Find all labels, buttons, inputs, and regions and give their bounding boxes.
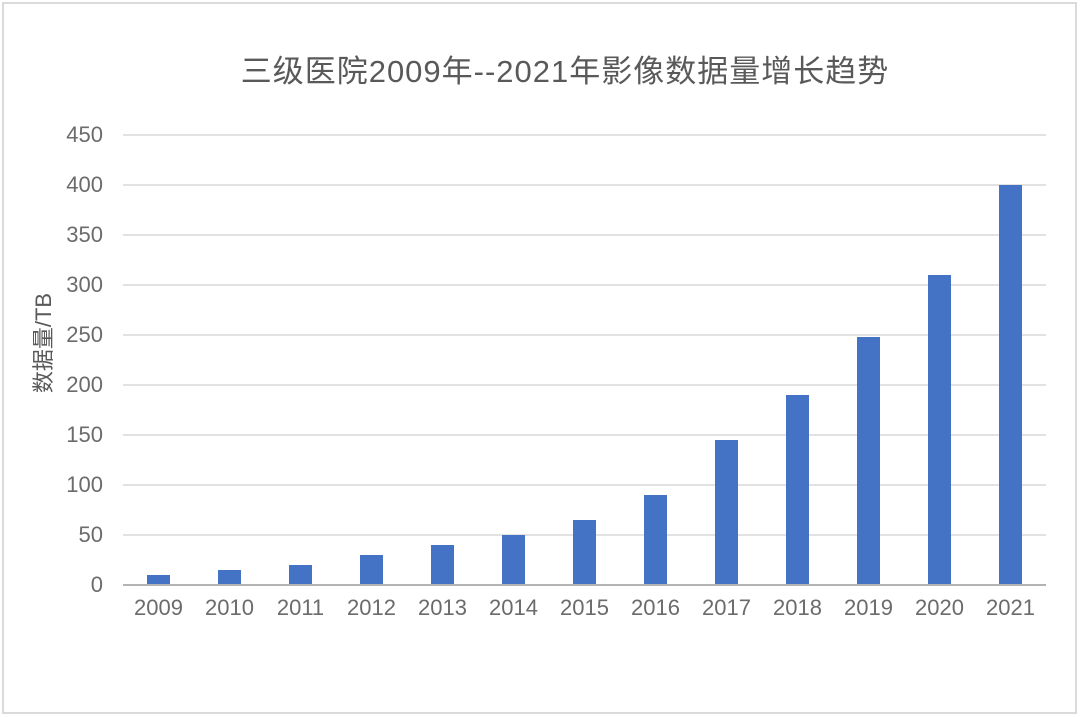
x-tick-label-2011: 2011 bbox=[276, 595, 325, 620]
bar-2019 bbox=[857, 337, 880, 585]
chart-title: 三级医院2009年--2021年影像数据量增长趋势 bbox=[240, 54, 890, 89]
gridline-450 bbox=[123, 134, 1046, 136]
bar-2012 bbox=[360, 555, 383, 585]
bar-2011 bbox=[289, 565, 312, 585]
gridline-150 bbox=[123, 434, 1046, 436]
y-axis-tick-labels: 0 50 100 150 200 250 300 350 400 450 bbox=[0, 0, 103, 717]
y-tick-label-200: 200 bbox=[66, 372, 103, 397]
bar-2017 bbox=[715, 440, 738, 585]
y-tick-label-300: 300 bbox=[66, 272, 103, 297]
gridline-200 bbox=[123, 384, 1046, 386]
gridline-300 bbox=[123, 284, 1046, 286]
gridline-400 bbox=[123, 184, 1046, 186]
y-tick-label-250: 250 bbox=[66, 322, 103, 347]
x-tick-label-2010: 2010 bbox=[205, 595, 254, 620]
x-tick-label-2012: 2012 bbox=[347, 595, 396, 620]
x-tick-label-2009: 2009 bbox=[134, 595, 183, 620]
bar-2020 bbox=[928, 275, 951, 585]
y-tick-label-400: 400 bbox=[66, 172, 103, 197]
y-tick-label-350: 350 bbox=[66, 222, 103, 247]
y-tick-label-100: 100 bbox=[66, 472, 103, 497]
bar-2013 bbox=[431, 545, 454, 585]
x-tick-label-2019: 2019 bbox=[844, 595, 893, 620]
bar-2016 bbox=[644, 495, 667, 585]
bar-2014 bbox=[502, 535, 525, 585]
plot-area bbox=[123, 134, 1046, 586]
x-tick-label-2020: 2020 bbox=[915, 595, 964, 620]
gridline-350 bbox=[123, 234, 1046, 236]
gridline-250 bbox=[123, 334, 1046, 336]
x-tick-label-2015: 2015 bbox=[560, 595, 609, 620]
x-tick-label-2021: 2021 bbox=[986, 595, 1035, 620]
x-tick-label-2018: 2018 bbox=[773, 595, 822, 620]
bar-2018 bbox=[786, 395, 809, 585]
gridline-100 bbox=[123, 484, 1046, 486]
x-axis-line bbox=[123, 584, 1046, 586]
bar-2009 bbox=[147, 575, 170, 585]
bar-2015 bbox=[573, 520, 596, 585]
x-tick-label-2013: 2013 bbox=[418, 595, 467, 620]
x-tick-label-2017: 2017 bbox=[702, 595, 751, 620]
y-tick-label-0: 0 bbox=[90, 572, 103, 597]
y-tick-label-50: 50 bbox=[78, 522, 103, 547]
x-tick-label-2016: 2016 bbox=[631, 595, 680, 620]
bar-2010 bbox=[218, 570, 241, 585]
y-tick-label-150: 150 bbox=[66, 422, 103, 447]
y-tick-label-450: 450 bbox=[66, 122, 103, 147]
x-tick-label-2014: 2014 bbox=[489, 595, 538, 620]
bar-2021 bbox=[999, 185, 1022, 585]
